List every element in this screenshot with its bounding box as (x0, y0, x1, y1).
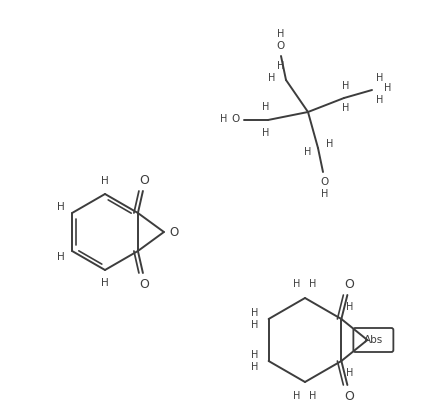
Text: H: H (276, 29, 284, 39)
Text: H: H (101, 176, 109, 186)
Text: H: H (262, 128, 269, 138)
Text: O: O (169, 226, 178, 239)
Text: Abs: Abs (363, 335, 382, 345)
Text: H: H (250, 320, 258, 330)
Text: O: O (138, 173, 148, 186)
Text: H: H (293, 279, 300, 289)
Text: O: O (138, 278, 148, 291)
Text: H: H (250, 308, 258, 318)
Text: H: H (276, 61, 284, 71)
Text: H: H (220, 114, 227, 124)
Text: O: O (276, 41, 285, 51)
Text: H: H (384, 83, 391, 93)
Text: H: H (321, 189, 328, 199)
Text: H: H (309, 391, 316, 401)
Text: H: H (262, 102, 269, 112)
Text: H: H (341, 103, 349, 113)
Text: H: H (250, 350, 258, 360)
Text: H: H (57, 252, 64, 262)
Text: H: H (375, 73, 383, 83)
Text: H: H (326, 139, 333, 149)
Text: H: H (341, 81, 349, 91)
Text: H: H (101, 278, 109, 288)
Text: H: H (345, 302, 352, 312)
Text: H: H (293, 391, 300, 401)
Text: O: O (231, 114, 240, 124)
Text: H: H (57, 202, 64, 212)
Text: H: H (268, 73, 275, 83)
Text: H: H (375, 95, 383, 105)
Text: H: H (304, 147, 311, 157)
Text: O: O (344, 278, 353, 291)
Text: H: H (345, 368, 352, 378)
Text: H: H (250, 362, 258, 372)
Text: H: H (309, 279, 316, 289)
Text: O: O (320, 177, 329, 187)
FancyBboxPatch shape (353, 328, 393, 352)
Text: O: O (344, 389, 353, 402)
